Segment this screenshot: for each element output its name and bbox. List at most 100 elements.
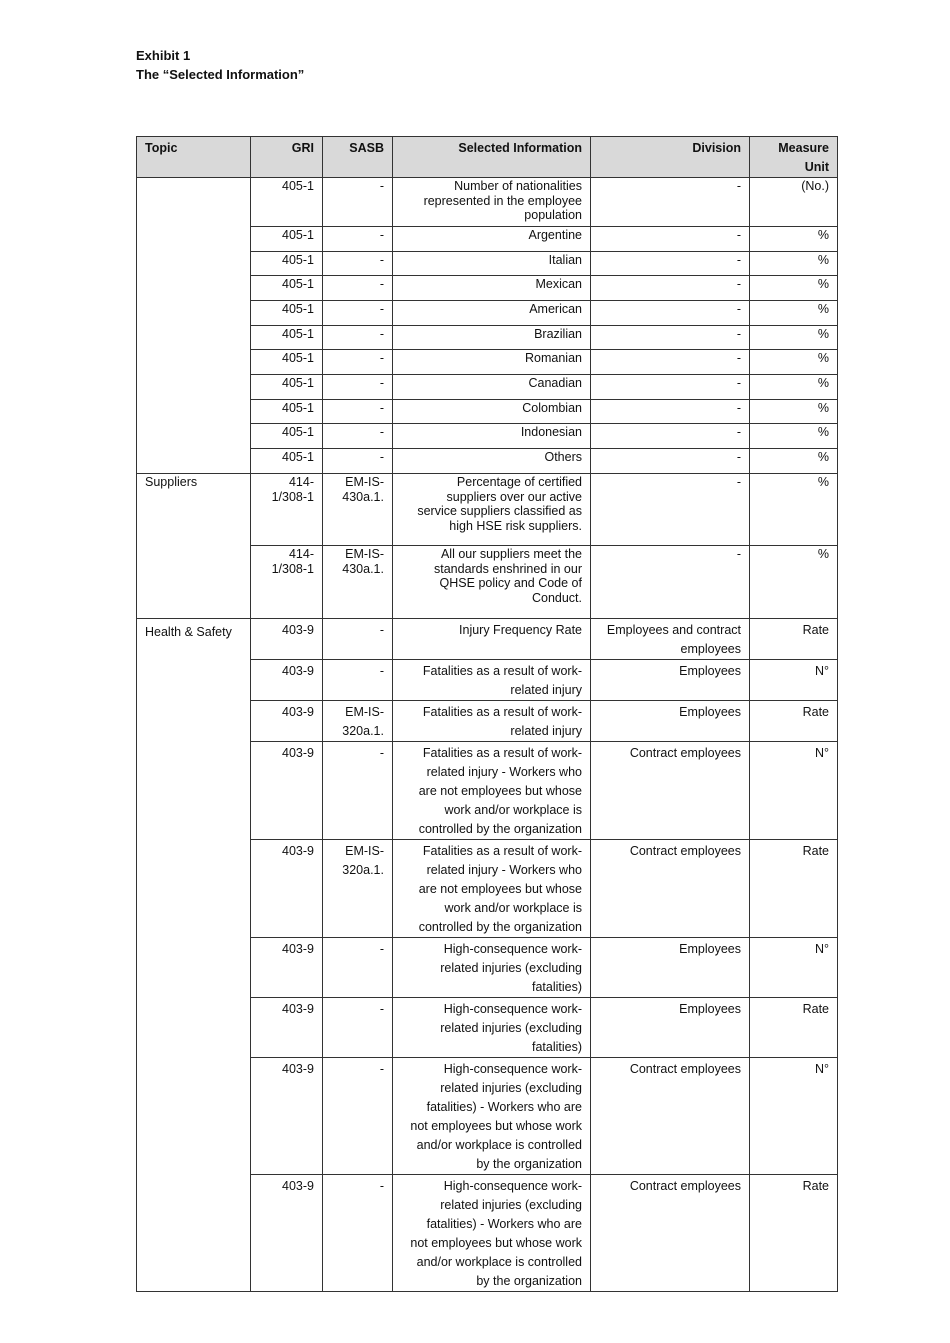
table-row: 403-9- High-consequence work- related inj… (137, 1057, 838, 1175)
col-division: Division (590, 136, 750, 178)
cell-division: Employees (590, 700, 750, 742)
cell-division: Employees (590, 997, 750, 1058)
cell-unit: N° (749, 659, 838, 701)
cell-unit: % (749, 226, 838, 252)
cell-info: Italian (392, 251, 591, 276)
cell-gri: 414- 1/308-1 (250, 545, 323, 619)
table-row: 405-1- Number of nationalities represente… (136, 177, 838, 474)
cell-gri: 403-9 (250, 659, 323, 701)
cell-gri: 403-9 (250, 741, 323, 840)
cell-sasb: - (322, 177, 393, 227)
cell-sasb: EM-IS- 430a.1. (322, 545, 393, 619)
col-topic: Topic (136, 136, 251, 178)
cell-division: - (590, 399, 750, 424)
cell-unit: % (749, 374, 838, 400)
cell-sasb: - (322, 997, 393, 1058)
col-gri: GRI (250, 136, 323, 178)
cell-unit: % (749, 423, 838, 449)
table-row: 405-1- American -% (137, 300, 838, 326)
table-row: 405-1- Italian -% (137, 251, 838, 276)
cell-info: Percentage of certified suppliers over o… (392, 473, 591, 546)
cell-sasb: - (322, 349, 393, 375)
cell-division: Contract employees (590, 839, 750, 938)
cell-info: High-consequence work- related injuries … (392, 1174, 591, 1292)
cell-sasb: - (322, 937, 393, 998)
cell-sasb: - (322, 1174, 393, 1292)
cell-sasb: - (322, 618, 393, 660)
exhibit-title: The “Selected Information” (136, 67, 305, 82)
cell-info: High-consequence work- related injuries … (392, 997, 591, 1058)
table-row: 403-9- High-consequence work- related inj… (137, 937, 838, 998)
table-row: 414- 1/308-1 EM-IS- 430a.1. All our suppli… (137, 545, 838, 619)
cell-gri: 405-1 (250, 325, 323, 350)
table-row: 403-9- Fatalities as a result of work- re… (137, 659, 838, 701)
table-row: 403-9 EM-IS- 320a.1. Fatalities as a resul… (137, 700, 838, 742)
cell-sasb: - (322, 300, 393, 326)
table-row: 403-9- High-consequence work- related inj… (137, 997, 838, 1058)
col-sasb: SASB (322, 136, 393, 178)
cell-unit: Rate (749, 1174, 838, 1292)
table-row: 405-1- Others -% (137, 448, 838, 474)
cell-gri: 403-9 (250, 839, 323, 938)
cell-sasb: - (322, 251, 393, 276)
cell-sasb: - (322, 226, 393, 252)
cell-info: Indonesian (392, 423, 591, 449)
cell-info: Fatalities as a result of work- related … (392, 741, 591, 840)
cell-gri: 403-9 (250, 700, 323, 742)
cell-unit: % (749, 251, 838, 276)
cell-unit: % (749, 325, 838, 350)
cell-division: Contract employees (590, 1057, 750, 1175)
cell-unit: (No.) (749, 177, 838, 227)
cell-gri: 405-1 (250, 275, 323, 301)
cell-gri: 403-9 (250, 937, 323, 998)
cell-division: Employees and contract employees (590, 618, 750, 660)
cell-sasb: EM-IS- 430a.1. (322, 473, 393, 546)
cell-sasb: - (322, 374, 393, 400)
cell-unit: Rate (749, 997, 838, 1058)
cell-gri: 403-9 (250, 997, 323, 1058)
table-row: 403-9- High-consequence work- related inj… (137, 1174, 838, 1292)
cell-info: Fatalities as a result of work- related … (392, 700, 591, 742)
selected-information-table: Topic GRI SASB Selected Information Divi… (136, 136, 838, 1292)
cell-topic: Suppliers (136, 473, 251, 619)
cell-info: Injury Frequency Rate (392, 618, 591, 660)
cell-topic (136, 177, 251, 474)
cell-unit: % (749, 448, 838, 474)
table-row: 405-1- Romanian -% (137, 349, 838, 375)
col-selected-information: Selected Information (392, 136, 591, 178)
cell-gri: 405-1 (250, 374, 323, 400)
cell-sasb: - (322, 325, 393, 350)
cell-unit: Rate (749, 618, 838, 660)
cell-info: Fatalities as a result of work- related … (392, 659, 591, 701)
cell-division: - (590, 300, 750, 326)
cell-unit: % (749, 399, 838, 424)
cell-division: Contract employees (590, 1174, 750, 1292)
table-row: 403-9- Fatalities as a result of work- re… (137, 741, 838, 840)
cell-info: Number of nationalities represented in t… (392, 177, 591, 227)
cell-info: All our suppliers meet the standards ens… (392, 545, 591, 619)
cell-unit: N° (749, 1057, 838, 1175)
cell-unit: N° (749, 741, 838, 840)
exhibit-label: Exhibit 1 (136, 48, 191, 63)
cell-unit: % (749, 349, 838, 375)
table-row: 403-9 EM-IS- 320a.1. Fatalities as a resul… (137, 839, 838, 938)
cell-division: - (590, 325, 750, 350)
cell-unit: % (749, 545, 838, 619)
cell-division: - (590, 349, 750, 375)
cell-division: - (590, 423, 750, 449)
cell-gri: 405-1 (250, 448, 323, 474)
cell-info: Canadian (392, 374, 591, 400)
cell-unit: Rate (749, 700, 838, 742)
cell-gri: 405-1 (250, 349, 323, 375)
cell-gri: 405-1 (250, 399, 323, 424)
cell-gri: 405-1 (250, 423, 323, 449)
cell-sasb: - (322, 423, 393, 449)
cell-unit: % (749, 275, 838, 301)
cell-info: Argentine (392, 226, 591, 252)
cell-gri: 403-9 (250, 1057, 323, 1175)
cell-division: - (590, 374, 750, 400)
col-measure-unit: Measure Unit (749, 136, 838, 178)
cell-info: High-consequence work- related injuries … (392, 1057, 591, 1175)
cell-info: Fatalities as a result of work- related … (392, 839, 591, 938)
cell-gri: 403-9 (250, 618, 323, 660)
